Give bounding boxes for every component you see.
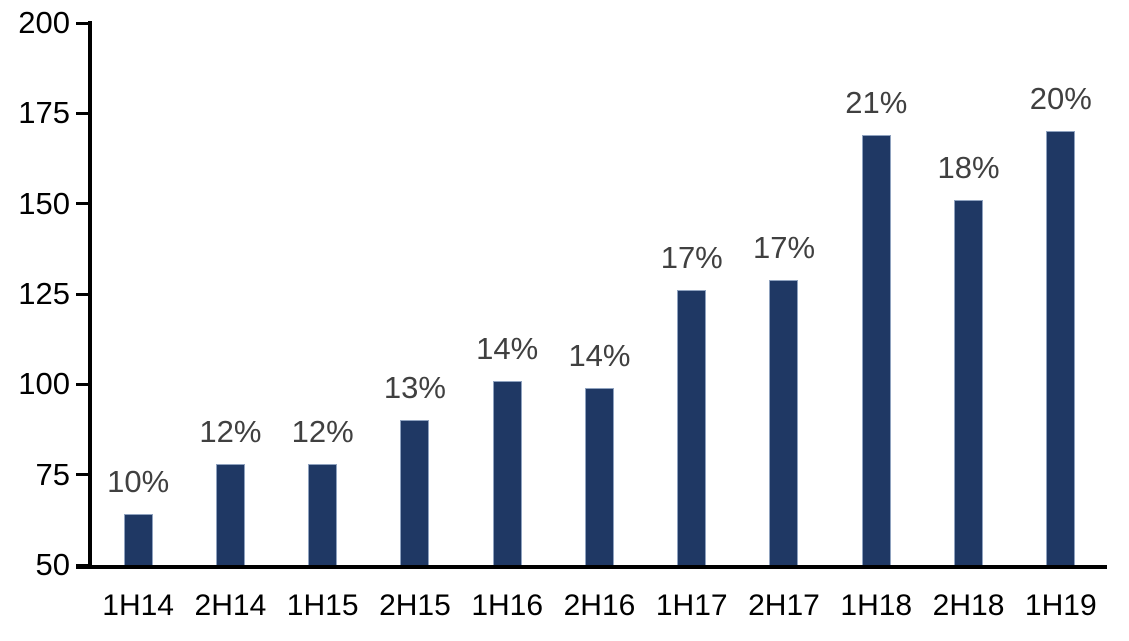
bar-2h14 [215, 463, 245, 565]
bar-1h15 [308, 463, 338, 565]
category-column-1h17: 17% [646, 23, 738, 565]
x-axis-tick-label: 2H15 [379, 589, 451, 622]
category-column-1h19: 20% [1015, 23, 1107, 565]
y-axis-tick [76, 563, 89, 567]
category-column-2h17: 17% [738, 23, 830, 565]
bar-1h17 [677, 290, 707, 565]
bar-data-label: 14% [476, 330, 539, 366]
x-axis-tick-label: 1H19 [1024, 589, 1097, 622]
y-axis-line [88, 21, 92, 569]
x-axis-labels: 1H14 2H14 1H15 2H15 1H16 2H16 1H17 2H17 1H18 2H18… [92, 589, 1107, 623]
bar-data-label: 17% [752, 229, 816, 265]
y-axis-tick [76, 382, 89, 386]
y-axis-tick [76, 473, 89, 477]
y-axis-tick [76, 202, 89, 206]
bar-1h19 [1046, 131, 1076, 565]
x-axis-tick-label: 1H15 [286, 589, 359, 622]
y-axis-tick [76, 111, 89, 115]
bar-data-label: 20% [1029, 81, 1092, 117]
bar-data-label: 12% [199, 413, 262, 449]
y-axis-tick-label: 125 [18, 276, 70, 311]
x-axis-tick-label: 2H18 [932, 589, 1005, 622]
x-axis-tick-label: 1H16 [471, 589, 544, 622]
bar-1h14 [123, 514, 153, 565]
bar-1h16 [492, 380, 522, 565]
x-axis-tick-label: 2H16 [563, 589, 636, 622]
x-axis-tick-label: 1H14 [102, 589, 174, 622]
y-axis-tick-label: 200 [18, 5, 70, 40]
x-axis-tick-label: 1H18 [840, 589, 913, 622]
bar-data-label: 21% [845, 85, 908, 121]
bar-2h15 [400, 420, 430, 565]
y-axis-tick [76, 21, 89, 25]
bar-data-label: 13% [383, 370, 446, 406]
bar-data-label: 14% [568, 337, 631, 373]
bar-data-label: 18% [937, 150, 1000, 186]
x-axis-tick-label: 2H14 [194, 589, 267, 622]
bar-2h18 [954, 200, 984, 565]
bar-2h17 [769, 279, 799, 565]
x-axis-tick-label: 2H17 [748, 589, 820, 622]
y-axis-tick-label: 150 [18, 185, 70, 221]
bar-1h18 [861, 135, 891, 565]
y-axis-tick-label: 75 [35, 456, 70, 492]
x-axis-tick-label: 1H17 [655, 589, 728, 622]
y-axis-tick-label: 50 [35, 547, 70, 582]
category-column-2h15: 13% [369, 23, 461, 565]
y-axis-tick-label: 175 [18, 95, 70, 131]
category-column-2h18: 18% [922, 23, 1014, 565]
category-column-1h18: 21% [830, 23, 922, 565]
plot-area: 10% 12% 12% 13% 14% 14% 17% 17% 21% 18% 20% [92, 23, 1107, 565]
bar-data-label: 10% [107, 464, 170, 500]
category-column-2h16: 14% [553, 23, 645, 565]
y-axis-tick [76, 292, 89, 296]
bar-2h16 [584, 387, 614, 565]
bar-data-label: 12% [291, 413, 354, 449]
category-column-2h14: 12% [184, 23, 276, 565]
category-column-1h15: 12% [277, 23, 369, 565]
category-column-1h16: 14% [461, 23, 553, 565]
y-axis-tick-label: 100 [18, 366, 70, 402]
bar-data-label: 17% [660, 240, 723, 276]
category-column-1h14: 10% [92, 23, 184, 565]
x-axis-line [76, 565, 1107, 569]
